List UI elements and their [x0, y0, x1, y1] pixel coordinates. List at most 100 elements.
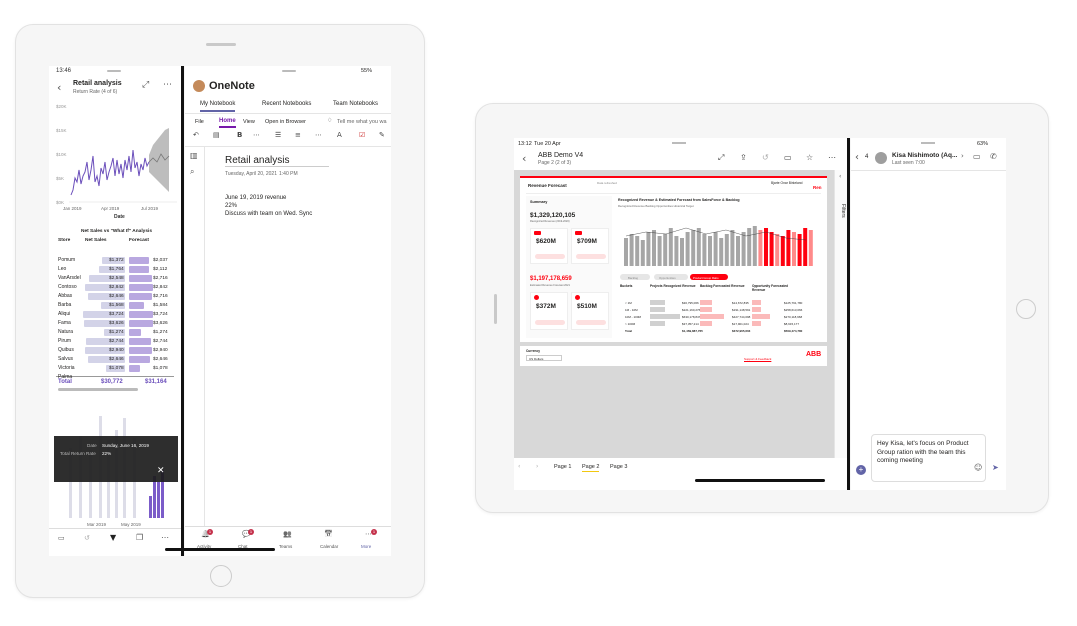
- drag-handle[interactable]: [921, 142, 935, 144]
- chip-product-group-ratio[interactable]: Product Group Ratio: [690, 274, 728, 280]
- home-button[interactable]: [210, 565, 232, 587]
- more-toolbar-icon[interactable]: ⋯: [161, 533, 169, 542]
- nav-teams[interactable]: Teams: [279, 544, 293, 549]
- video-call-icon[interactable]: ▭: [973, 152, 981, 161]
- split-divider[interactable]: [847, 138, 850, 490]
- close-icon[interactable]: ✕: [157, 466, 165, 476]
- page-tab-3[interactable]: Page 3: [610, 464, 628, 470]
- note-line[interactable]: June 19, 2019 revenue: [225, 195, 287, 201]
- emoji-icon[interactable]: ☺: [974, 463, 983, 472]
- col-forecast[interactable]: Forecast: [129, 238, 149, 243]
- more-icon[interactable]: ⋯: [163, 80, 172, 90]
- tab-my-notebook[interactable]: My Notebook: [200, 101, 236, 112]
- teams-icon[interactable]: 👥: [283, 530, 292, 538]
- undo-icon[interactable]: ↺: [762, 153, 769, 162]
- report-title[interactable]: Retail analysis: [73, 80, 122, 87]
- y-tick: $0K: [56, 200, 64, 205]
- pages-icon[interactable]: ❐: [136, 533, 144, 542]
- chevron-right-icon[interactable]: ›: [961, 152, 964, 160]
- phone-icon[interactable]: ✆: [990, 152, 997, 161]
- nav-more[interactable]: More: [361, 544, 372, 549]
- expand-icon[interactable]: ⤢: [718, 153, 725, 162]
- styles-icon[interactable]: A: [337, 131, 342, 139]
- col-store[interactable]: Store: [58, 238, 71, 243]
- prev-page-icon[interactable]: ‹: [518, 463, 521, 470]
- favorite-icon[interactable]: ☆: [806, 153, 814, 162]
- note-line[interactable]: 22%: [225, 203, 238, 209]
- chip-opportunities[interactable]: Opportunities: [654, 274, 688, 280]
- tag-icon[interactable]: ☑: [359, 131, 366, 139]
- battery-status: 55%: [361, 68, 373, 74]
- onenote-avatar[interactable]: [193, 80, 205, 92]
- drag-handle[interactable]: [282, 70, 296, 72]
- revenue-bar: [646, 232, 651, 266]
- send-icon[interactable]: ➤: [992, 463, 999, 472]
- support-link[interactable]: Support & Feedback: [744, 357, 772, 361]
- drag-handle[interactable]: [672, 142, 686, 144]
- message-text[interactable]: Hey Kisa, let's focus on Product Group r…: [877, 440, 969, 464]
- share-icon[interactable]: ⇪: [740, 153, 747, 162]
- nav-calendar[interactable]: Calendar: [320, 544, 339, 549]
- forecast-bar: [129, 311, 153, 318]
- filter-icon[interactable]: ▼: [110, 533, 117, 542]
- search-icon[interactable]: ⌕: [190, 167, 195, 176]
- highlight-icon[interactable]: ✎: [379, 131, 385, 139]
- numbering-icon[interactable]: ≡: [295, 131, 301, 139]
- currency-select[interactable]: US Dollars: [526, 355, 562, 361]
- kpi-forecast: $1,197,178,659: [530, 276, 572, 282]
- page-tab-2[interactable]: Page 2: [582, 464, 600, 472]
- comment-icon[interactable]: ▭: [784, 153, 792, 162]
- compose-box[interactable]: Hey Kisa, let's focus on Product Group r…: [871, 434, 986, 482]
- open-in-browser[interactable]: Open in Browser: [265, 119, 306, 125]
- chat-icon[interactable]: 💬: [242, 530, 251, 538]
- undo-icon[interactable]: ↶: [193, 131, 199, 139]
- add-icon[interactable]: +: [856, 465, 866, 475]
- nav-activity[interactable]: Activity: [197, 544, 212, 549]
- clipboard-icon[interactable]: ▤: [213, 131, 220, 139]
- next-page-icon[interactable]: ›: [536, 463, 539, 470]
- undo-icon[interactable]: ↺: [84, 534, 90, 542]
- more-icon[interactable]: ⋯: [365, 530, 372, 538]
- bold-icon[interactable]: B: [237, 131, 243, 139]
- drag-handle[interactable]: [107, 70, 121, 72]
- activity-icon[interactable]: 🔔: [201, 530, 210, 538]
- page-title[interactable]: Retail analysis: [225, 155, 330, 167]
- tab-team-notebooks[interactable]: Team Notebooks: [333, 101, 379, 107]
- y-tick: $10K: [56, 152, 67, 157]
- collapse-icon[interactable]: ‹: [839, 173, 842, 180]
- chip-backlog[interactable]: Backlog: [620, 274, 650, 280]
- expand-icon[interactable]: ⤢: [142, 80, 150, 90]
- report-title[interactable]: ABB Demo V4: [538, 152, 584, 159]
- nav-chat[interactable]: Chat: [238, 544, 248, 549]
- ribbon-file[interactable]: File: [195, 119, 204, 125]
- col-net-sales[interactable]: Net Sales: [85, 238, 107, 243]
- ribbon-home[interactable]: Home: [219, 118, 236, 128]
- contact-name[interactable]: Kisa Nishimoto (Aq...: [892, 152, 958, 159]
- more-format-icon[interactable]: ⋯: [253, 131, 260, 139]
- table-scrollbar[interactable]: [58, 388, 138, 391]
- home-button[interactable]: [1016, 299, 1036, 319]
- ribbon-view[interactable]: View: [243, 119, 255, 125]
- notebooks-icon[interactable]: ▥: [190, 151, 198, 160]
- calendar-icon[interactable]: 📅: [324, 530, 333, 538]
- table-cell: $17,901,024: [732, 321, 749, 326]
- table-cell: $221,160,276: [682, 307, 701, 312]
- tab-recent-notebooks[interactable]: Recent Notebooks: [262, 101, 312, 107]
- more-icon[interactable]: ⋯: [828, 153, 836, 162]
- avatar[interactable]: [875, 152, 887, 164]
- table-cell: $372,965,603: [732, 328, 751, 333]
- back-icon[interactable]: ‹: [522, 152, 527, 165]
- split-divider[interactable]: [181, 66, 184, 556]
- bullets-icon[interactable]: ☰: [275, 131, 282, 139]
- table-cell: $630,178,847: [682, 314, 701, 319]
- page-tab-1[interactable]: Page 1: [554, 464, 572, 470]
- tell-me-search[interactable]: Tell me what you wa: [337, 119, 387, 125]
- note-line[interactable]: Discuss with team on Wed. Sync: [225, 211, 313, 217]
- comment-icon[interactable]: ▭: [58, 534, 65, 542]
- filters-rail[interactable]: ‹ Filters: [834, 170, 847, 458]
- net-sales-value: $1,372: [109, 258, 124, 263]
- back-icon[interactable]: ‹: [57, 81, 62, 94]
- indent-icon[interactable]: ⋯: [315, 131, 322, 139]
- back-icon[interactable]: ‹: [855, 152, 859, 163]
- forecast-band: [149, 128, 169, 192]
